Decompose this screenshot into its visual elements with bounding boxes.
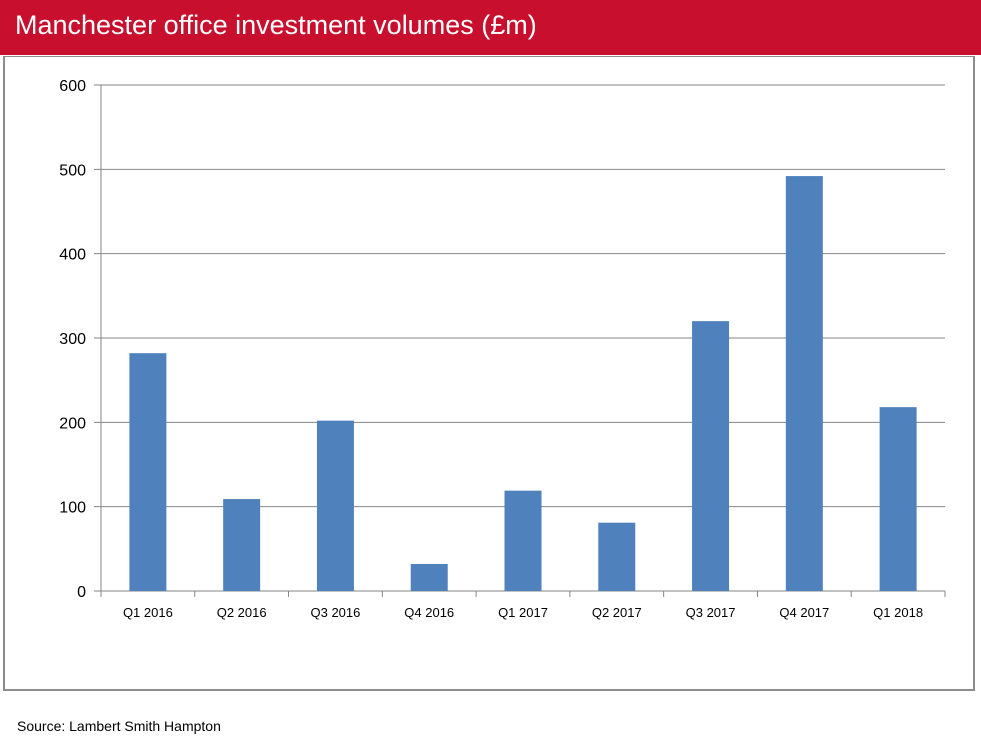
bar <box>785 176 823 591</box>
x-tick-label: Q3 2016 <box>311 605 361 620</box>
x-tick-label: Q2 2016 <box>217 605 267 620</box>
chart-header: Manchester office investment volumes (£m… <box>0 0 981 55</box>
y-tick-label: 100 <box>59 500 86 517</box>
bar <box>879 407 917 591</box>
source-note: Source: Lambert Smith Hampton <box>17 718 221 734</box>
x-tick-label: Q4 2017 <box>779 605 829 620</box>
chart-frame <box>3 56 975 691</box>
bar <box>223 499 261 591</box>
y-tick-label: 600 <box>59 78 86 95</box>
bar <box>410 564 448 591</box>
x-tick-label: Q4 2016 <box>404 605 454 620</box>
x-tick-label: Q1 2016 <box>123 605 173 620</box>
y-tick-label: 0 <box>77 584 86 601</box>
bar <box>129 353 167 591</box>
y-tick-label: 300 <box>59 331 86 348</box>
bar <box>598 522 636 591</box>
chart-title: Manchester office investment volumes (£m… <box>15 10 537 40</box>
bar <box>316 420 354 591</box>
y-tick-label: 200 <box>59 415 86 432</box>
x-tick-label: Q1 2018 <box>873 605 923 620</box>
y-tick-label: 500 <box>59 162 86 179</box>
x-tick-label: Q2 2017 <box>592 605 642 620</box>
x-tick-label: Q1 2017 <box>498 605 548 620</box>
x-tick-label: Q3 2017 <box>686 605 736 620</box>
bar <box>504 490 542 591</box>
y-tick-label: 400 <box>59 247 86 264</box>
bar <box>692 321 730 591</box>
